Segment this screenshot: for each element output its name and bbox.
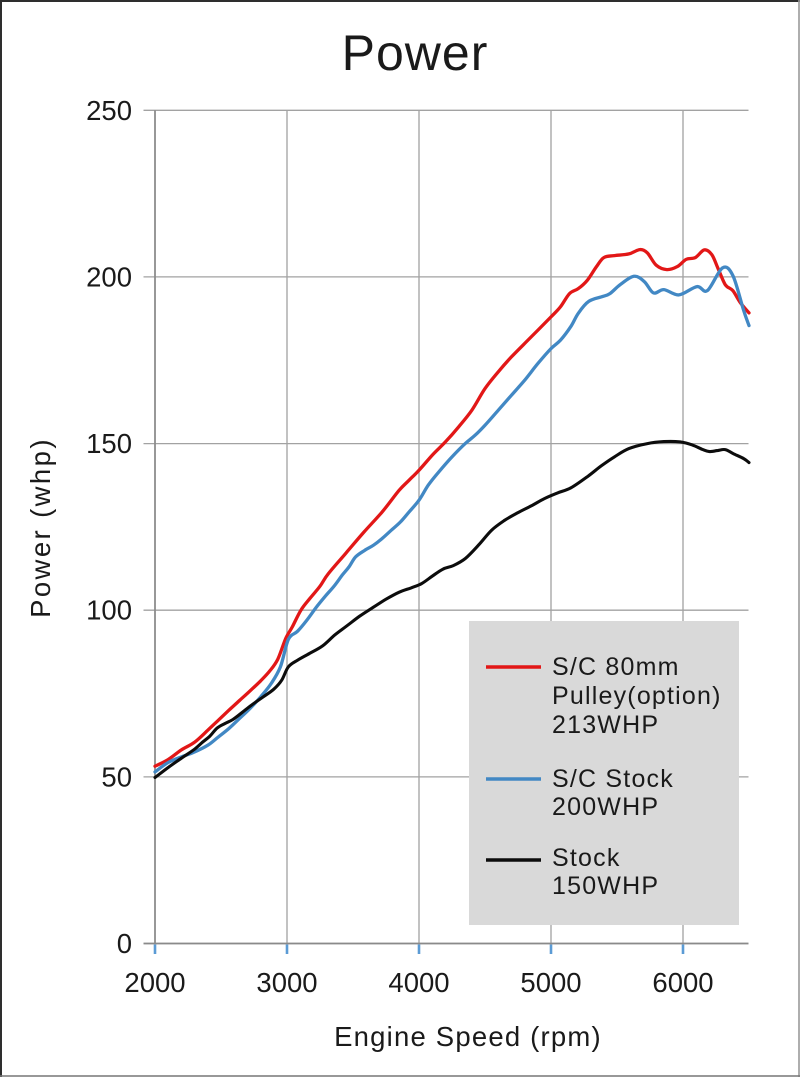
- svg-text:S/C 80mm: S/C 80mm: [552, 653, 680, 681]
- svg-text:50: 50: [101, 761, 132, 792]
- svg-text:Power (whp): Power (whp): [25, 437, 56, 618]
- svg-text:0: 0: [117, 928, 132, 959]
- svg-text:100: 100: [86, 595, 132, 626]
- svg-text:150: 150: [86, 428, 132, 459]
- svg-text:5000: 5000: [520, 967, 581, 998]
- svg-text:6000: 6000: [652, 967, 713, 998]
- svg-text:Power: Power: [342, 25, 489, 81]
- svg-text:213WHP: 213WHP: [552, 711, 659, 739]
- svg-text:150WHP: 150WHP: [552, 872, 659, 900]
- svg-text:3000: 3000: [256, 967, 317, 998]
- svg-text:Engine Speed (rpm): Engine Speed (rpm): [334, 1021, 602, 1052]
- svg-text:Stock: Stock: [552, 844, 621, 872]
- svg-text:200WHP: 200WHP: [552, 793, 659, 821]
- svg-text:200: 200: [86, 261, 132, 292]
- svg-text:S/C Stock: S/C Stock: [552, 765, 674, 793]
- svg-text:2000: 2000: [124, 967, 185, 998]
- svg-text:4000: 4000: [388, 967, 449, 998]
- svg-text:Pulley(option): Pulley(option): [552, 682, 722, 710]
- svg-text:250: 250: [86, 95, 132, 126]
